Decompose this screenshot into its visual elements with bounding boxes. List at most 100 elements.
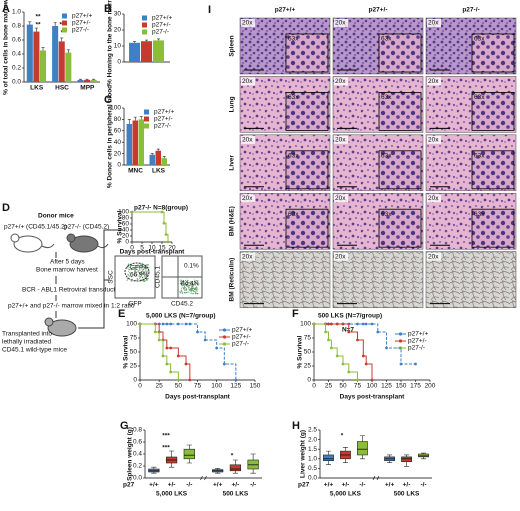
marker: [160, 210, 164, 214]
y-axis-label: % Survival: [117, 210, 124, 243]
column-header: p27-/-: [462, 7, 479, 14]
flow-dot: [191, 290, 193, 292]
flow-dot: [128, 274, 130, 276]
legend-label: p27-/-: [152, 29, 169, 36]
marker: [176, 322, 180, 326]
y-axis-label: Liver weight (g): [300, 430, 307, 478]
inset-micrograph: [471, 150, 515, 190]
marker: [153, 330, 157, 334]
x-tick-label: -/-: [420, 482, 426, 489]
y-tick-label: 0: [117, 162, 121, 169]
chart-title: p27-/- N=8(group): [134, 205, 188, 212]
marker: [169, 370, 173, 374]
arrow: [78, 229, 122, 329]
mag-label: 20x: [335, 253, 346, 260]
error-bar: [41, 47, 45, 51]
x-tick-label: 125: [230, 383, 241, 390]
flow-dot: [137, 264, 139, 266]
group-label: 5,000 LKS: [156, 491, 188, 498]
annotation: *: [61, 30, 64, 37]
flow-dot: [142, 272, 144, 274]
flow-dot: [186, 279, 188, 281]
flow-dot: [194, 287, 196, 289]
flow-dot: [191, 282, 193, 284]
flow-dot: [132, 267, 134, 269]
x-tick-label: 5: [140, 245, 144, 252]
flow-dot: [142, 266, 144, 268]
mag-label: 20x: [335, 20, 346, 27]
mag-badge: [334, 252, 348, 261]
donor-label: p27-/- (CD45.2): [64, 224, 109, 231]
flow-dot: [134, 270, 136, 272]
flow-dot: [182, 282, 184, 284]
annotation: **: [35, 14, 41, 21]
mag-badge: [241, 77, 255, 86]
flow-dot: [186, 284, 188, 286]
flow-dot: [127, 266, 129, 268]
flow-dot: [192, 284, 194, 286]
legend-label: p27+/+: [152, 15, 172, 22]
y-tick-label: 20: [114, 150, 122, 157]
mag-label: 63x: [474, 211, 485, 218]
bar: [138, 119, 144, 165]
x-tick-label: +/+: [324, 482, 334, 489]
inset-micrograph: [285, 208, 329, 248]
flow-dot: [128, 269, 130, 271]
bar: [77, 79, 84, 82]
flow-dot: [148, 271, 150, 273]
x-axis-label: Days post-transplant: [165, 394, 230, 401]
flow-dot: [193, 290, 195, 292]
flow-dot: [186, 285, 188, 287]
mag-badge: [241, 19, 255, 27]
group-label: 5,000 LKS: [330, 491, 362, 498]
flow-dot: [179, 279, 181, 281]
marker: [157, 338, 161, 342]
legend-label: p27+/-: [154, 116, 173, 123]
flow-dot: [128, 270, 130, 272]
flow-dot: [180, 281, 182, 283]
x-tick-label: 75: [354, 383, 362, 390]
box: [401, 456, 412, 462]
mag-label: 20x: [335, 137, 346, 144]
marker: [164, 233, 168, 236]
mag-badge: [427, 135, 441, 144]
row-label: Spleen: [229, 35, 236, 56]
axis-break: [200, 475, 207, 481]
survival-line: [314, 323, 373, 380]
quadrant-value: 0.1%: [184, 263, 199, 270]
flow-dot: [184, 291, 186, 293]
flow-dot: [141, 270, 143, 272]
flow-dot: [143, 271, 145, 273]
flow-dot: [197, 280, 199, 282]
flow-dot: [189, 288, 191, 290]
panel-letter: F: [292, 308, 299, 320]
y-tick-label: 20: [114, 27, 122, 34]
x-tick-label: 15: [158, 245, 166, 252]
legend-marker: [222, 342, 227, 346]
micrograph: [425, 251, 517, 308]
error-bar: [139, 116, 143, 120]
panel-letter: G: [120, 420, 129, 432]
donor-label: p27+/+ (CD45.1/45.2): [4, 224, 67, 231]
flow-dot: [179, 282, 181, 284]
row-label: Lung: [229, 96, 236, 112]
x-tick-label: +/+: [149, 482, 159, 489]
flow-dot: [144, 271, 146, 273]
flow-dot: [141, 264, 143, 266]
legend-label: p27+/-: [152, 22, 171, 29]
marker: [184, 322, 188, 326]
x-tick-label: LKS: [152, 168, 166, 175]
flow-dot: [140, 265, 142, 267]
mag-badge: [241, 194, 255, 203]
flow-dot: [130, 280, 132, 282]
marker: [327, 338, 330, 342]
flow-dot: [137, 279, 139, 281]
legend-label: p27-/-: [408, 345, 425, 352]
marker: [176, 354, 180, 358]
y-tick-label: 100: [118, 209, 129, 216]
annotation: ***: [162, 445, 170, 452]
y-tick-label: 60: [114, 128, 122, 135]
panel-letter: A: [2, 3, 10, 15]
flow-dot: [190, 280, 192, 282]
column-header: p27+/+: [275, 7, 296, 14]
